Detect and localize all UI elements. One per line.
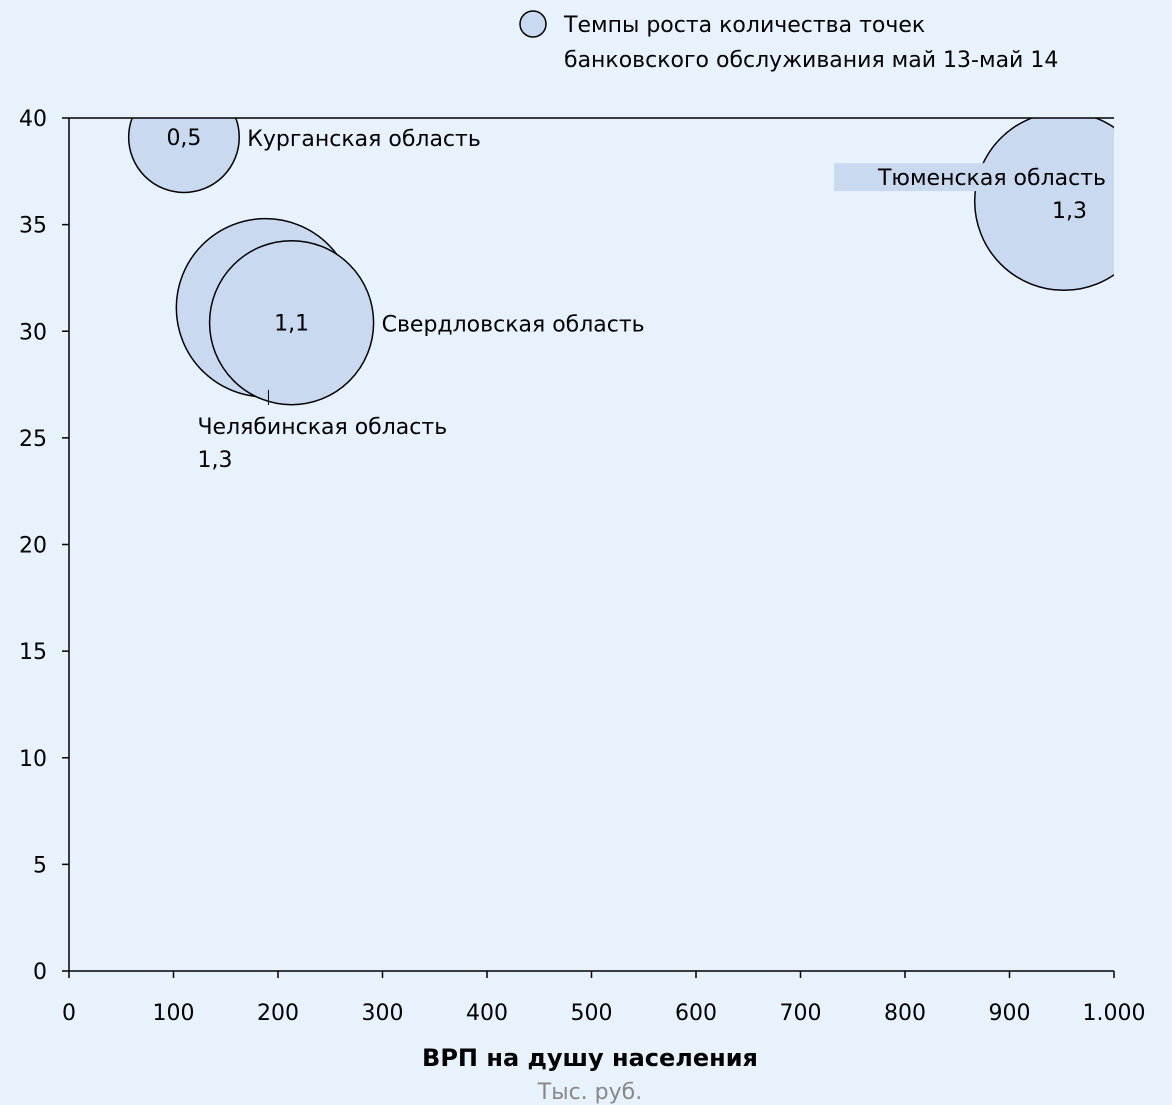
x-axis-title: ВРП на душу населения — [422, 1044, 758, 1072]
label-highlight — [834, 163, 1106, 192]
x-axis-unit: Тыс. руб. — [537, 1080, 642, 1105]
bubble-region-label: Свердловская область — [382, 313, 645, 338]
legend: Темпы роста количества точек банковского… — [519, 10, 1058, 73]
y-tick-label: 5 — [33, 853, 47, 878]
x-tick-label: 400 — [466, 1001, 508, 1026]
bubble-region-label: Курганская область — [247, 127, 481, 152]
y-tick-label: 20 — [19, 534, 47, 559]
x-tick-label: 100 — [153, 1001, 195, 1026]
bubble-value-label: 0,5 — [166, 126, 201, 151]
x-tick-label: 1.000 — [1083, 1001, 1146, 1026]
legend-line-2: банковского обслуживания май 13-май 14 — [564, 48, 1058, 73]
axes: 0 5 10 15 20 25 30 35 40 0 100 200 300 400 500 600 700 8… — [19, 107, 1145, 1026]
x-tick-label: 700 — [780, 1001, 822, 1026]
bubble — [208, 239, 375, 406]
bubble-value-label: 1,1 — [274, 312, 309, 337]
y-tick-label: 40 — [19, 107, 47, 132]
y-tick-label: 15 — [19, 640, 47, 665]
y-tick-label: 35 — [19, 214, 47, 239]
bubble-value-label: 1,3 — [197, 448, 232, 473]
labels-layer: 0,5 Курганская область Челябинская область… — [166, 126, 1106, 473]
x-tick-label: 300 — [362, 1001, 404, 1026]
x-tick-label: 600 — [675, 1001, 717, 1026]
bubble-region-label: Тюменская область — [877, 166, 1106, 191]
y-tick-label: 10 — [19, 747, 47, 772]
legend-marker-icon — [519, 10, 547, 38]
y-tick-label: 0 — [33, 960, 47, 985]
bubble-region-label: Челябинская область — [197, 415, 447, 440]
x-tick-label: 500 — [571, 1001, 613, 1026]
bubble — [127, 118, 240, 194]
bubble — [973, 118, 1114, 292]
y-tick-label: 30 — [19, 320, 47, 345]
bubble-value-label: 1,3 — [1052, 199, 1087, 224]
x-tick-label: 0 — [62, 1001, 76, 1026]
x-tick-label: 200 — [257, 1001, 299, 1026]
y-tick-label: 25 — [19, 427, 47, 452]
x-tick-label: 800 — [884, 1001, 926, 1026]
legend-line-1: Темпы роста количества точек — [563, 13, 925, 38]
x-tick-label: 900 — [989, 1001, 1031, 1026]
bubbles-layer — [127, 118, 1114, 406]
